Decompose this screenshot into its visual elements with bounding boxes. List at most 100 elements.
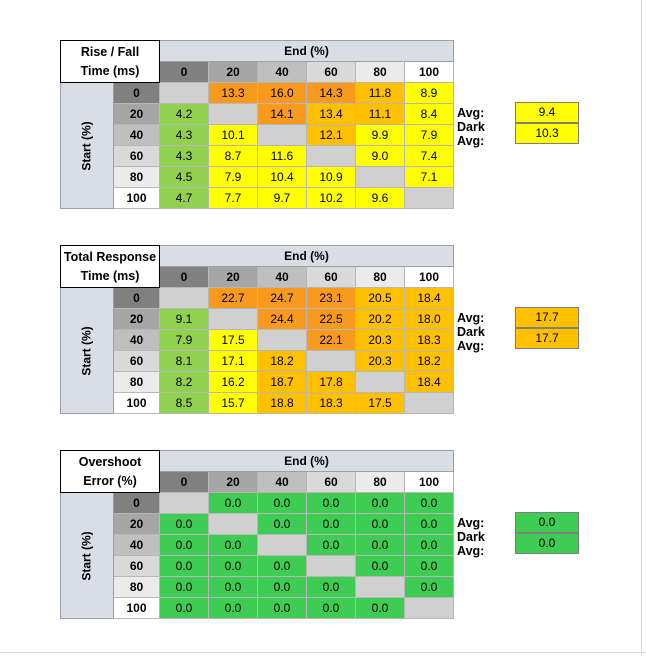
heatmap-cell: 9.0 [355, 145, 405, 167]
dark-avg-label: Dark Avg: [457, 324, 485, 353]
row-header: 80 [113, 371, 160, 393]
sheet-bottom-edge [0, 652, 646, 653]
table-row: Start (%) 0 13.3 16.0 14.3 11.8 8.9 [60, 82, 454, 209]
heatmap-cell: 4.3 [159, 145, 209, 167]
heatmap-cell: 20.5 [355, 287, 405, 309]
row-header: 60 [113, 350, 160, 372]
heatmap-cell: 10.9 [306, 166, 356, 188]
heatmap-cell: 17.8 [306, 371, 356, 393]
column-header: 40 [257, 471, 307, 493]
heatmap-cell: 22.7 [208, 287, 258, 309]
heatmap-cell: 0.0 [306, 576, 356, 598]
table-title-line2: Time (ms) [80, 63, 140, 78]
table-row: Start (%) 0 0.0 0.0 0.0 0.0 0.0 [60, 492, 454, 619]
heatmap-cell [355, 166, 405, 188]
heatmap-cell: 7.9 [404, 124, 454, 146]
heatmap-cell: 8.1 [159, 350, 209, 372]
heatmap-cell: 0.0 [355, 597, 405, 619]
heatmap-cell [159, 287, 209, 309]
x-axis-label: End (%) [159, 40, 454, 62]
row-header: 80 [113, 576, 160, 598]
heatmap-cell: 0.0 [355, 513, 405, 535]
heatmap-cell: 0.0 [306, 597, 356, 619]
avg-value: 0.0 [515, 512, 579, 533]
heatmap-cell: 20.3 [355, 350, 405, 372]
heatmap-section-total-response: Total Response Time (ms) End (%) 0 20 40 60… [60, 245, 579, 414]
table-row: 60 0.0 0.0 0.0 0.0 0.0 [61, 555, 454, 577]
column-header: 100 [404, 471, 454, 493]
heatmap-cell: 8.4 [404, 103, 454, 125]
heatmap-cell: 0.0 [159, 513, 209, 535]
table-title: Total Response Time (ms) [60, 245, 160, 288]
heatmap-cell [159, 492, 209, 514]
heatmap-cell: 22.1 [306, 329, 356, 351]
heatmap-cell: 0.0 [257, 597, 307, 619]
heatmap-cell: 14.1 [257, 103, 307, 125]
heatmap-cell: 18.4 [404, 371, 454, 393]
row-header: 0 [113, 492, 160, 514]
dark-avg-label: Dark Avg: [457, 529, 485, 558]
heatmap-cell: 16.0 [257, 82, 307, 104]
heatmap-cell: 0.0 [306, 534, 356, 556]
heatmap-table: Total Response Time (ms) End (%) 0 20 40 60… [60, 245, 454, 414]
row-header: 0 [113, 82, 160, 104]
heatmap-cell: 20.3 [355, 329, 405, 351]
heatmap-cell: 7.1 [404, 166, 454, 188]
heatmap-cell: 14.3 [306, 82, 356, 104]
column-header: 20 [208, 266, 258, 288]
heatmap-cell: 0.0 [208, 555, 258, 577]
table-row: 60 8.1 17.1 18.2 20.3 18.2 [61, 350, 454, 372]
heatmap-cell [208, 513, 258, 535]
heatmap-cell [355, 371, 405, 393]
heatmap-cell [257, 534, 307, 556]
average-block: Avg: 0.0 Dark Avg: 0.0 [457, 512, 579, 558]
table-row: 40 4.3 10.1 12.1 9.9 7.9 [61, 124, 454, 146]
heatmap-section-overshoot: Overshoot Error (%) End (%) 0 20 40 60 80 100… [60, 450, 579, 619]
row-header: 20 [113, 103, 160, 125]
y-axis-label: Start (%) [80, 530, 94, 581]
heatmap-cell: 0.0 [208, 576, 258, 598]
heatmap-cell: 10.1 [208, 124, 258, 146]
heatmap-cell: 18.3 [306, 392, 356, 414]
row-header: 100 [113, 187, 160, 209]
sheet-right-edge [641, 0, 642, 656]
heatmap-cell: 9.6 [355, 187, 405, 209]
table-title-line2: Error (%) [83, 473, 137, 488]
table-row: 20 9.1 24.4 22.5 20.2 18.0 [61, 308, 454, 330]
heatmap-cell: 0.0 [159, 576, 209, 598]
row-header: 40 [113, 534, 160, 556]
heatmap-cell: 4.3 [159, 124, 209, 146]
avg-label: Avg: [457, 310, 485, 325]
heatmap-cell: 22.5 [306, 308, 356, 330]
heatmap-table: Rise / Fall Time (ms) End (%) 0 20 40 60 80 1… [60, 40, 454, 209]
heatmap-cell: 11.6 [257, 145, 307, 167]
heatmap-cell [306, 555, 356, 577]
row-header: 80 [113, 166, 160, 188]
heatmap-cell: 8.7 [208, 145, 258, 167]
heatmap-cell: 8.2 [159, 371, 209, 393]
heatmap-cell: 13.4 [306, 103, 356, 125]
x-axis-label: End (%) [159, 450, 454, 472]
dark-avg-value: 0.0 [515, 533, 579, 554]
heatmap-table: Overshoot Error (%) End (%) 0 20 40 60 80 100… [60, 450, 454, 619]
heatmap-cell: 8.9 [404, 82, 454, 104]
y-axis-label-cell: Start (%) [60, 492, 114, 619]
heatmap-cell: 0.0 [404, 534, 454, 556]
heatmap-cell: 11.1 [355, 103, 405, 125]
column-header: 0 [159, 266, 209, 288]
heatmap-cell: 0.0 [208, 492, 258, 514]
heatmap-cell: 4.5 [159, 166, 209, 188]
heatmap-cell: 0.0 [306, 513, 356, 535]
heatmap-cell: 9.7 [257, 187, 307, 209]
y-axis-label: Start (%) [80, 325, 94, 376]
heatmap-cell: 24.7 [257, 287, 307, 309]
heatmap-cell [306, 145, 356, 167]
column-header: 100 [404, 61, 454, 83]
table-row: 20 0.0 0.0 0.0 0.0 0.0 [61, 513, 454, 535]
heatmap-cell: 18.3 [404, 329, 454, 351]
table-row: 20 4.2 14.1 13.4 11.1 8.4 [61, 103, 454, 125]
heatmap-cell: 10.4 [257, 166, 307, 188]
heatmap-cell [404, 187, 454, 209]
avg-value: 17.7 [515, 307, 579, 328]
heatmap-cell: 18.7 [257, 371, 307, 393]
